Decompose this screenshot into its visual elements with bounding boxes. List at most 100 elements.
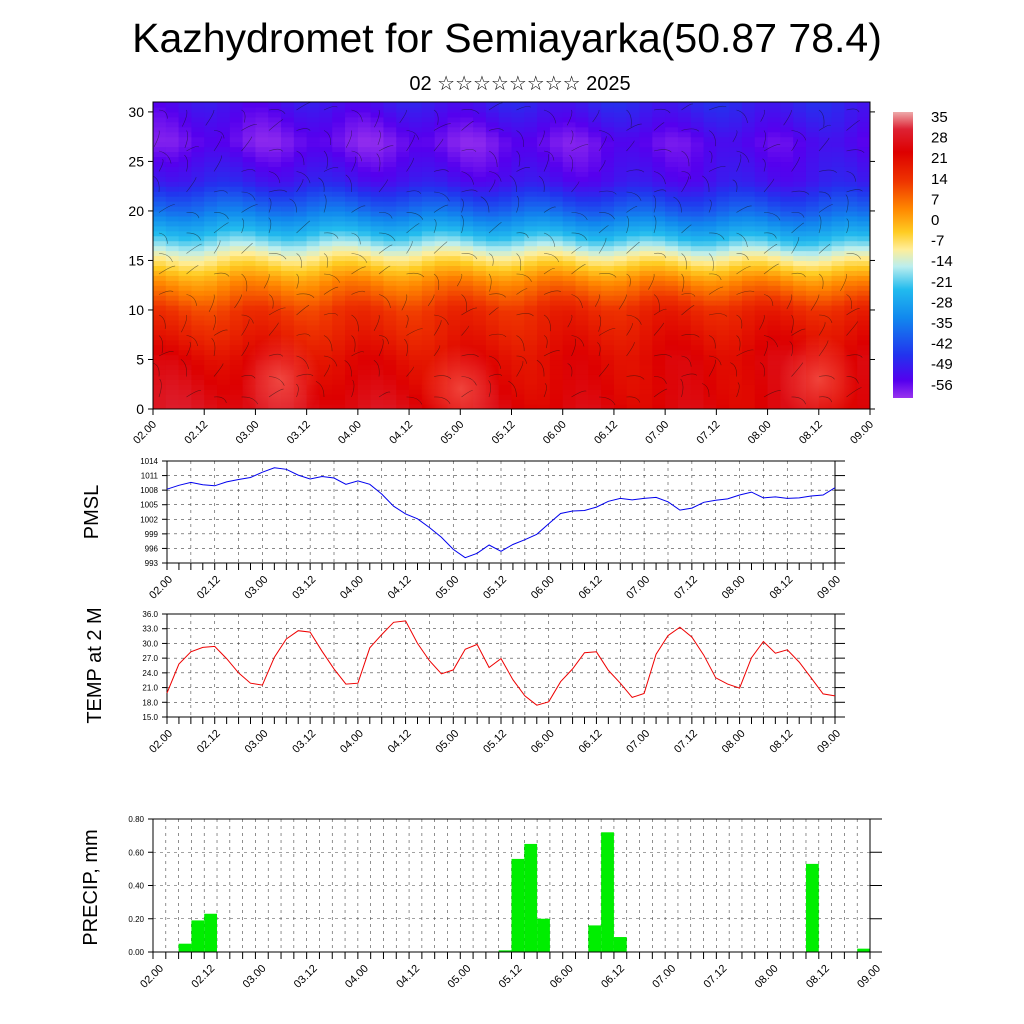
heatmap-cell [857, 186, 870, 192]
heatmap-cell [741, 176, 756, 182]
heatmap-cell [754, 265, 769, 271]
x-tick-label: 04.00 [336, 419, 364, 447]
heatmap-cell [434, 176, 449, 182]
heatmap-cell [639, 235, 653, 242]
heatmap-cell [383, 290, 397, 296]
heatmap-cell [165, 329, 180, 336]
heatmap-cell [447, 314, 461, 321]
heatmap-cell [281, 191, 295, 197]
heatmap-cell [588, 141, 602, 148]
heatmap-cell [473, 196, 487, 202]
heatmap-cell [524, 245, 538, 252]
heatmap-cell [652, 205, 666, 212]
wind-streak [708, 166, 726, 172]
heatmap-cell [818, 141, 833, 148]
heatmap-cell [498, 151, 513, 158]
wind-streak [543, 314, 551, 332]
heatmap-cell [575, 245, 589, 252]
heatmap-cell [409, 329, 423, 336]
heatmap-cell [549, 270, 564, 276]
heatmap-cell [805, 235, 820, 242]
heatmap-cell [754, 161, 769, 167]
heatmap-cell [639, 384, 653, 390]
heatmap-cell [613, 121, 628, 128]
heatmap-cell [575, 210, 589, 217]
precip-bar [204, 913, 218, 952]
heatmap-cell [857, 161, 870, 167]
heatmap-cell [357, 151, 372, 158]
heatmap-cell [255, 265, 269, 271]
heatmap-cell [293, 146, 308, 153]
heatmap-cell [332, 166, 346, 172]
heatmap-cell [677, 186, 692, 192]
heatmap-cell [447, 280, 461, 286]
heatmap-cell [229, 176, 244, 182]
heatmap-cell [191, 205, 205, 212]
heatmap-cell [857, 295, 870, 301]
heatmap-cell [741, 275, 756, 281]
heatmap-cell [549, 349, 564, 356]
heatmap-cell [537, 404, 551, 409]
wind-streak [681, 355, 692, 367]
heatmap-cell [293, 270, 308, 276]
heatmap-cell [370, 102, 385, 108]
heatmap-cell [268, 265, 282, 271]
heatmap-cell [562, 285, 577, 291]
heatmap-cell [575, 270, 589, 276]
heatmap-cell [229, 121, 244, 128]
heatmap-cell [178, 161, 193, 167]
heatmap-cell [447, 225, 461, 232]
heatmap-cell [268, 235, 282, 242]
heatmap-cell [217, 205, 231, 212]
heatmap-cell [690, 280, 705, 286]
heatmap-cell [153, 354, 167, 361]
heatmap-cell [153, 364, 167, 370]
heatmap-cell [242, 230, 257, 237]
heatmap-highlight [420, 344, 501, 409]
x-tick-label: 07.12 [702, 963, 730, 991]
heatmap-cell [473, 106, 487, 113]
heatmap-cell [217, 314, 231, 321]
heatmap-cell [729, 255, 743, 262]
heatmap-cell [473, 186, 487, 192]
heatmap-cell [652, 265, 666, 271]
heatmap-cell [396, 230, 410, 237]
heatmap-cell [153, 270, 167, 276]
heatmap-cell [626, 141, 641, 148]
wind-streak [186, 294, 197, 306]
heatmap-highlight [241, 334, 322, 409]
heatmap-cell [178, 374, 193, 380]
heatmap-cell [524, 196, 538, 202]
heatmap-cell [639, 339, 653, 346]
heatmap-cell [703, 225, 717, 232]
heatmap-cell [511, 285, 525, 291]
heatmap-cell [281, 196, 295, 202]
heatmap-cell [818, 250, 833, 257]
heatmap-cell [511, 319, 525, 326]
heatmap-cell [716, 265, 730, 271]
heatmap-cell [729, 186, 743, 192]
heatmap-cell [729, 116, 743, 123]
heatmap-cell [562, 215, 577, 222]
heatmap-cell [178, 339, 193, 346]
heatmap-cell [165, 121, 180, 128]
heatmap-cell [306, 285, 321, 291]
heatmap-cell [473, 265, 487, 271]
heatmap-cell [562, 314, 577, 321]
heatmap-cell [780, 290, 794, 296]
heatmap-cell [626, 314, 641, 321]
heatmap-cell [613, 191, 628, 197]
heatmap-cell [383, 295, 397, 301]
heatmap-cell [780, 220, 794, 227]
heatmap-cell [690, 384, 705, 390]
heatmap-cell [421, 171, 436, 177]
heatmap-cell [562, 404, 577, 409]
heatmap-cell [690, 250, 705, 257]
wind-streak [213, 190, 228, 194]
heatmap-cell [741, 166, 756, 172]
heatmap-cell [857, 191, 870, 197]
heatmap-cell [575, 146, 589, 153]
heatmap-cell [626, 295, 641, 301]
heatmap-cell [153, 295, 167, 301]
heatmap-cell [473, 210, 487, 217]
